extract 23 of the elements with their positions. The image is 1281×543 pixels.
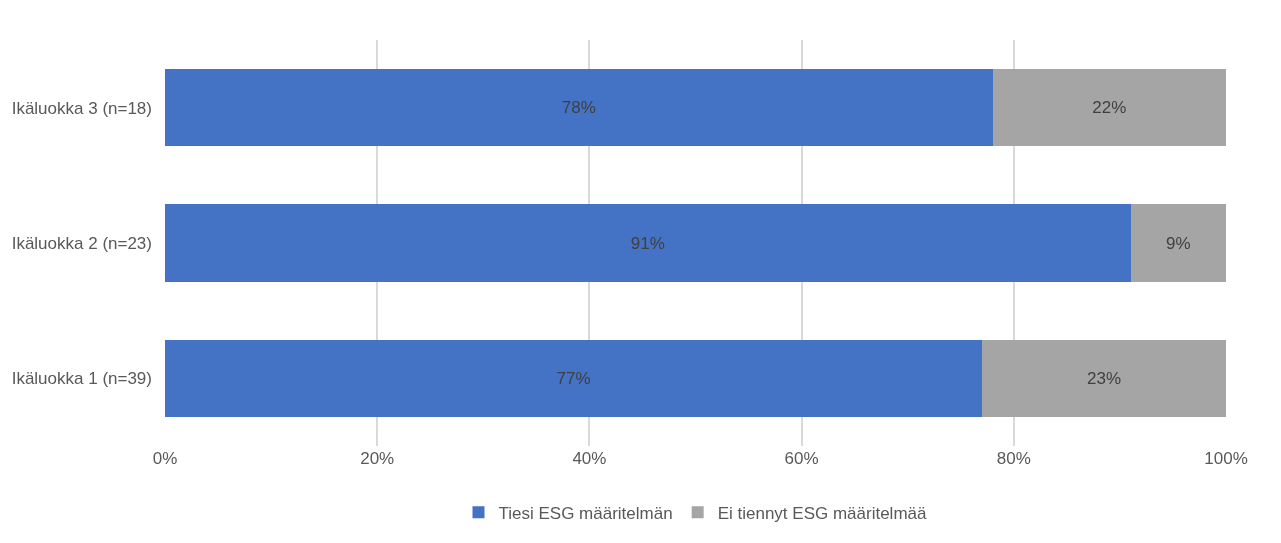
y-tick-label: Ikäluokka 1 (n=39) bbox=[11, 369, 152, 389]
legend-label: Tiesi ESG määritelmän bbox=[498, 503, 673, 523]
bar bbox=[165, 204, 1131, 282]
data-label: 91% bbox=[630, 233, 665, 253]
bar bbox=[992, 69, 1226, 147]
bar bbox=[165, 69, 993, 147]
data-label: 77% bbox=[556, 368, 591, 388]
data-label: 78% bbox=[561, 98, 596, 118]
y-tick-label: Ikäluokka 2 (n=23) bbox=[11, 233, 152, 253]
x-tick-label: 100% bbox=[1204, 449, 1248, 468]
bar bbox=[1130, 204, 1226, 282]
bar bbox=[165, 339, 982, 417]
legend-label: Ei tiennyt ESG määritelmää bbox=[717, 503, 928, 523]
x-tick-label: 20% bbox=[360, 449, 395, 468]
data-label: 23% bbox=[1086, 368, 1121, 388]
data-label: 9% bbox=[1165, 233, 1191, 253]
y-tick-label: Ikäluokka 3 (n=18) bbox=[11, 98, 152, 118]
x-tick-label: 60% bbox=[784, 449, 819, 468]
x-tick-label: 0% bbox=[152, 449, 178, 468]
x-tick-label: 40% bbox=[572, 449, 607, 468]
bar bbox=[981, 339, 1226, 417]
x-tick-label: 80% bbox=[996, 449, 1031, 468]
data-label: 22% bbox=[1092, 98, 1127, 118]
